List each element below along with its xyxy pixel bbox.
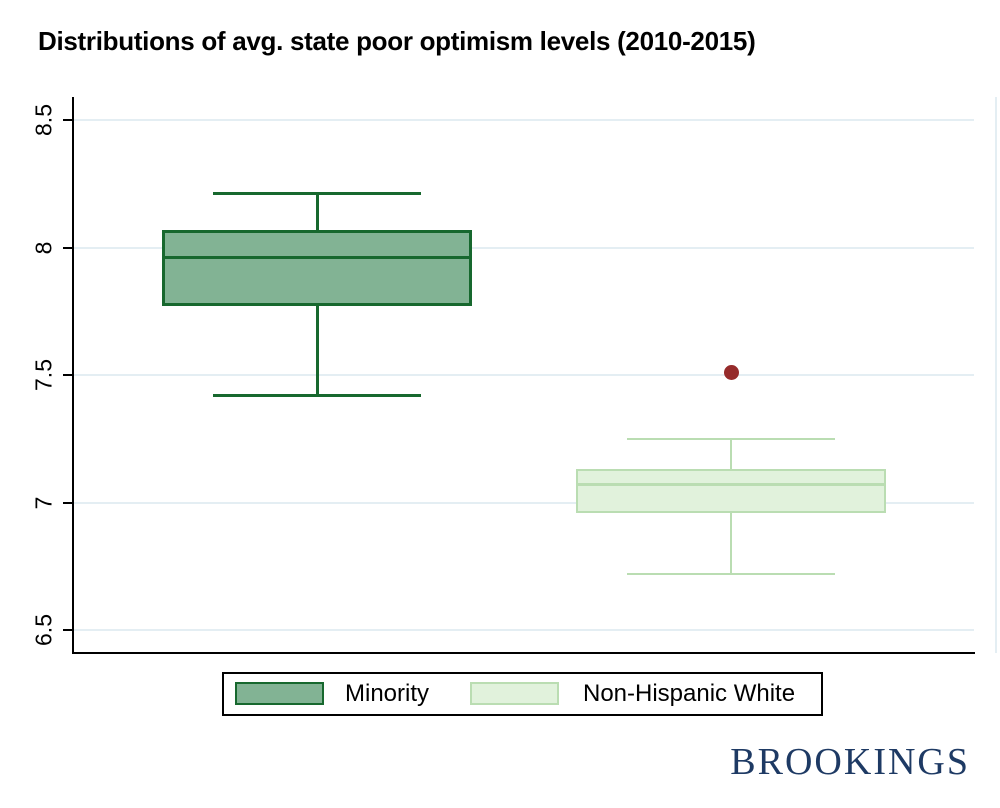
- whisker-cap-lower-non-hispanic-white: [627, 572, 835, 576]
- gridline-7.5: [74, 374, 974, 376]
- y-tick-label-6.5: 6.5: [30, 614, 57, 646]
- gridline-7: [74, 501, 974, 504]
- median-line-minority: [162, 256, 472, 260]
- y-tick-label-8.5: 8.5: [30, 104, 57, 136]
- gridline-8: [74, 246, 974, 249]
- outlier-dot-non-hispanic-white: [723, 364, 739, 380]
- y-tick-label-8: 8: [30, 241, 57, 254]
- x-axis-line: [72, 652, 975, 654]
- whisker-cap-lower-minority: [213, 393, 421, 397]
- legend-label-non-hispanic-white: Non-Hispanic White: [583, 680, 796, 707]
- brookings-logo: BROOKINGS: [730, 741, 970, 783]
- y-tick-7.5: [63, 374, 72, 376]
- box-non-hispanic-white: [576, 469, 886, 513]
- y-tick-label-7.5: 7.5: [30, 359, 57, 391]
- median-line-non-hispanic-white: [576, 483, 886, 486]
- legend: Minority Non-Hispanic White: [222, 672, 823, 716]
- legend-swatch-non-hispanic-white: [470, 682, 559, 705]
- whisker-lower-non-hispanic-white: [729, 512, 733, 574]
- y-tick-8.5: [63, 119, 72, 121]
- gridline-6.5: [74, 629, 974, 631]
- plot-right-edge-line: [995, 97, 997, 653]
- legend-label-minority: Minority: [345, 680, 430, 707]
- y-axis-line: [72, 97, 74, 653]
- y-tick-8: [63, 246, 72, 249]
- whisker-upper-non-hispanic-white: [729, 438, 733, 470]
- whisker-upper-minority: [315, 193, 319, 230]
- chart-title: Distributions of avg. state poor optimis…: [38, 26, 756, 56]
- legend-swatch-minority: [235, 682, 324, 705]
- whisker-cap-upper-non-hispanic-white: [627, 437, 835, 440]
- whisker-lower-minority: [315, 306, 319, 396]
- y-tick-7: [63, 501, 72, 504]
- box-minority: [162, 229, 472, 307]
- y-tick-label-7: 7: [30, 496, 57, 509]
- whisker-cap-upper-minority: [213, 192, 421, 196]
- gridline-8.5: [74, 119, 974, 121]
- y-tick-6.5: [63, 629, 72, 631]
